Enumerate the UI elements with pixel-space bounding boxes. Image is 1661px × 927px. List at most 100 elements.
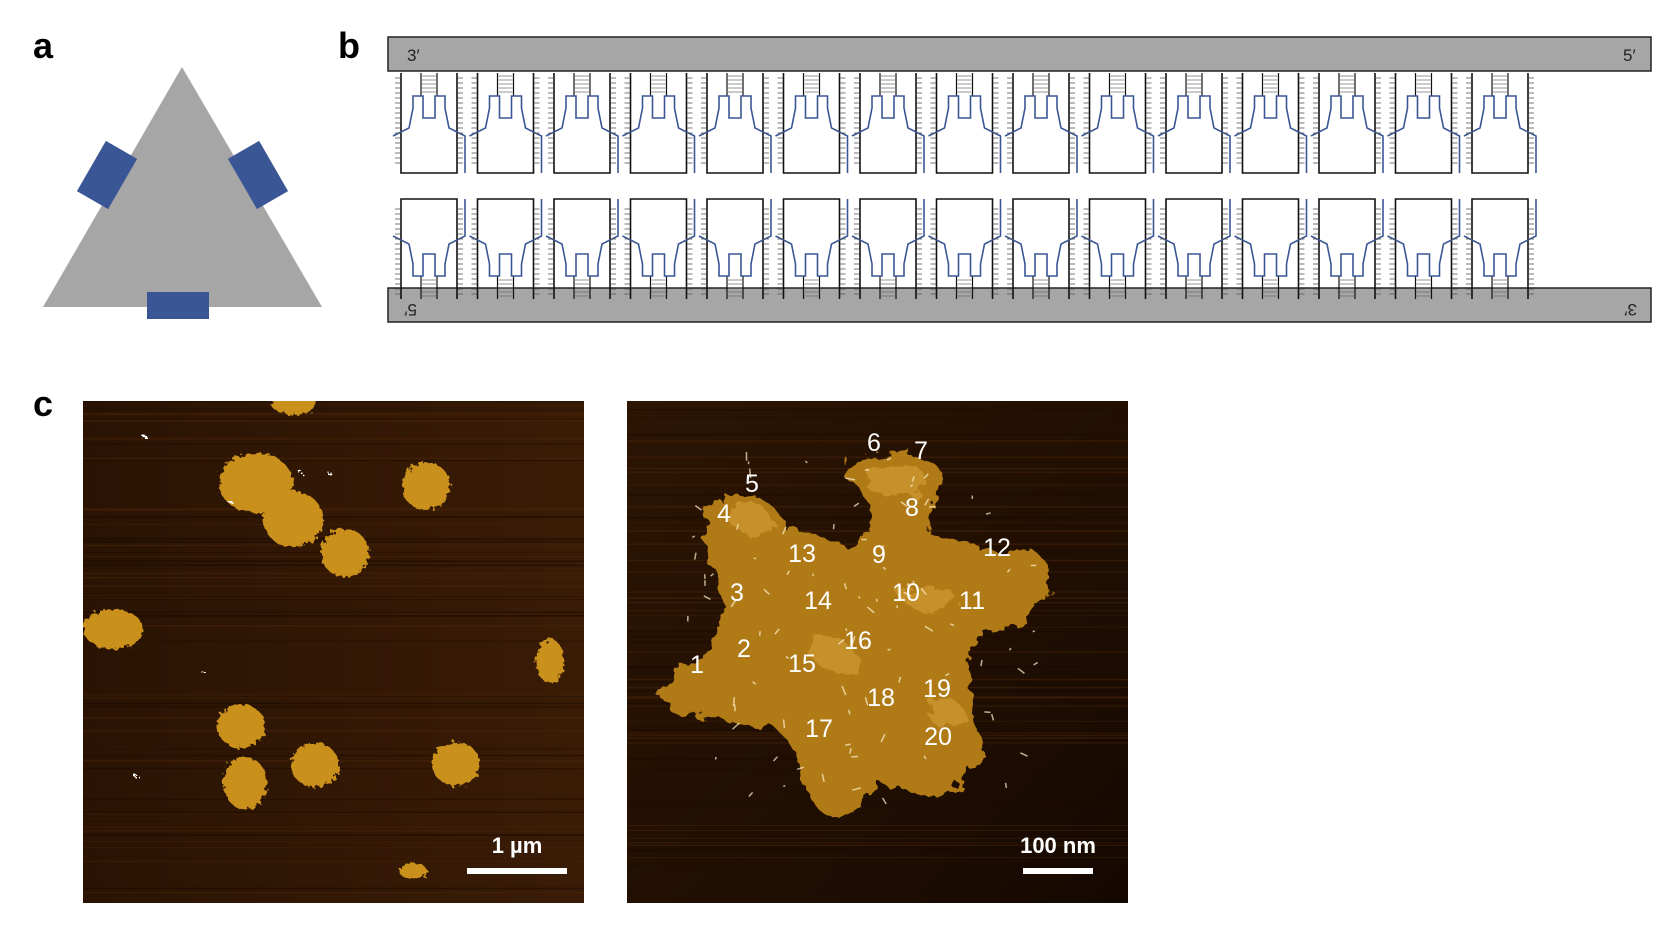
afm-bright-speck	[747, 461, 750, 465]
afm-bright-speck	[864, 469, 870, 471]
hairpin-frame	[935, 73, 994, 174]
afm-bright-speck	[875, 598, 879, 602]
afm-bright-speck	[975, 593, 979, 597]
tile-label: 7	[914, 437, 928, 465]
hairpin-stem	[802, 73, 821, 96]
hairpin-unit	[1081, 198, 1155, 299]
afm-bright-speck	[881, 797, 887, 805]
hairpin-stem	[649, 276, 668, 299]
hairpin-frame	[859, 198, 917, 299]
hairpin-frame	[1318, 198, 1376, 299]
afm-particle	[321, 529, 369, 577]
afm-bright-speck	[864, 696, 869, 706]
hairpin-stem	[1108, 276, 1127, 299]
hairpin-unit	[1157, 73, 1231, 174]
blue-staple-path	[545, 199, 619, 277]
afm-bright-speck	[785, 655, 789, 659]
tile-label: 20	[924, 723, 952, 751]
afm-bright-speck	[1008, 647, 1012, 651]
afm-particle	[271, 401, 315, 415]
bottom-strand-right-end: 3′	[1624, 300, 1637, 319]
afm-bright-speck	[985, 512, 991, 515]
afm-bright-speck	[748, 791, 754, 797]
afm-bright-speck	[753, 557, 757, 560]
afm-bright-speck	[866, 606, 875, 614]
afm-bright-speck	[990, 713, 995, 721]
tile-label: 17	[805, 715, 833, 743]
hairpin-frame	[1318, 73, 1376, 174]
blue-staple-path	[851, 199, 925, 277]
afm-bright-speck	[796, 766, 804, 771]
blue-staple-path	[775, 95, 849, 173]
blue-staple-path	[622, 95, 696, 173]
afm-bright-speck	[763, 588, 770, 595]
hairpin-stem	[496, 73, 515, 96]
hairpin-stem	[726, 276, 744, 299]
blue-staple-path	[469, 199, 543, 277]
tile-label: 10	[892, 579, 920, 607]
afm-bright-speck	[928, 506, 936, 508]
hairpin-frame	[1165, 198, 1223, 299]
hairpin-stem	[1185, 73, 1203, 96]
afm-bright-speck	[886, 457, 892, 461]
hairpin-stem	[1261, 276, 1280, 299]
afm-bright-speck	[298, 471, 302, 473]
hairpin-stem	[955, 73, 974, 96]
hairpin-stem	[1491, 276, 1509, 299]
afm-bright-speck	[733, 704, 736, 712]
afm-left-scan-lines	[83, 401, 584, 894]
top-strand-left-end: 3′	[407, 46, 420, 65]
hairpin-unit	[928, 198, 1002, 299]
afm-bright-speck	[772, 756, 778, 762]
afm-bright-speck	[135, 776, 139, 778]
hairpin-frame	[782, 73, 841, 174]
afm-bright-speck	[821, 773, 825, 783]
tile-label: 4	[717, 500, 731, 528]
blue-staple-path	[928, 95, 1002, 173]
hairpin-frame	[1241, 198, 1300, 299]
afm-bright-speck	[710, 573, 715, 577]
afm-bright-speck	[1006, 568, 1011, 573]
hairpin-unit	[1310, 73, 1384, 174]
afm-bright-speck	[1030, 564, 1037, 567]
afm-bright-speck	[851, 755, 859, 758]
afm-bright-speck	[924, 498, 930, 506]
afm-bright-speck	[735, 523, 739, 530]
afm-bright-speck	[852, 787, 862, 791]
afm-bright-speck	[837, 638, 845, 645]
bottom-strand-left-end: 5′	[404, 300, 417, 319]
hairpin-frame	[1241, 73, 1300, 174]
blue-staple-path	[1004, 199, 1078, 277]
afm-bright-speck	[924, 625, 934, 632]
hairpin-unit	[545, 73, 619, 174]
scale-bar-right	[1023, 868, 1093, 874]
afm-bright-speck	[984, 711, 991, 714]
assembly-highlights	[727, 464, 966, 731]
blue-staple-path	[1234, 199, 1308, 277]
afm-bright-speck	[980, 659, 983, 667]
afm-left-background	[83, 401, 584, 903]
afm-bright-speck	[752, 681, 757, 685]
tile-label: 12	[983, 534, 1011, 562]
afm-bright-speck	[732, 722, 740, 730]
afm-bright-speck	[863, 645, 867, 649]
afm-bright-speck	[745, 452, 748, 461]
hairpin-frame	[476, 198, 535, 299]
afm-bright-speck	[703, 595, 711, 600]
panel-label-a: a	[33, 25, 54, 66]
blue-staple-path	[1157, 95, 1231, 173]
afm-bright-speck	[887, 648, 891, 651]
afm-bright-speck	[843, 583, 848, 590]
hairpin-stem	[1185, 276, 1203, 299]
blue-binding-site-right	[227, 140, 289, 210]
bottom-strand-bar	[387, 287, 1652, 323]
hairpin-unit	[392, 73, 466, 174]
afm-bright-speck	[853, 502, 860, 508]
afm-bright-speck	[812, 573, 815, 577]
hairpin-stem	[879, 73, 897, 96]
hairpin-frame	[706, 198, 764, 299]
hairpin-frame	[1088, 73, 1147, 174]
panel-label-c: c	[33, 383, 54, 424]
afm-bright-speck	[228, 501, 232, 503]
hairpin-unit	[469, 198, 543, 299]
